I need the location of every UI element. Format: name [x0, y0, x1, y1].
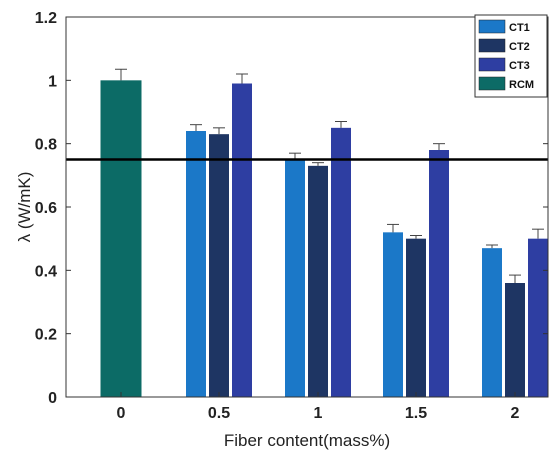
legend-label-ct1: CT1: [509, 22, 530, 34]
bar-rcm-0: [100, 80, 142, 397]
x-tick-label-2: 1: [314, 405, 323, 422]
y-tick-label-3: 0.6: [35, 200, 57, 217]
y-tick-label-6: 1.2: [35, 10, 57, 27]
legend-swatch-rcm: [478, 76, 506, 91]
bar-ct1-2: [482, 248, 502, 397]
y-tick-label-1: 0.2: [35, 327, 57, 344]
axes-group: 0 0.2 0.4 0.6 0.8 1 1.2 0 0.5 1 1.5 2: [35, 10, 549, 422]
legend-swatch-ct1: [478, 19, 506, 34]
plot-background: [66, 17, 548, 397]
bar-ct2-2: [505, 283, 525, 397]
bar-ct1-0.5: [186, 131, 206, 397]
x-tick-label-1: 0.5: [208, 405, 230, 422]
x-tick-label-3: 1.5: [405, 405, 427, 422]
legend: CT1 CT2 CT3 RCM: [474, 14, 548, 98]
bars-group: [66, 68, 548, 397]
legend-swatch-ct2: [478, 38, 506, 53]
bar-ct2-1: [308, 165, 328, 397]
y-tick-label-2: 0.4: [35, 263, 57, 280]
bar-ct3-1: [331, 127, 351, 397]
y-tick-label-5: 1: [48, 73, 57, 90]
legend-label-rcm: RCM: [509, 79, 534, 91]
y-axis-label: λ (W/mK): [15, 172, 34, 243]
x-tick-label-0: 0: [117, 405, 126, 422]
bar-ct3-1.5: [429, 150, 449, 397]
bar-ct3-2: [528, 238, 548, 397]
y-tick-label-0: 0: [48, 390, 57, 407]
bar-ct3-0.5: [232, 83, 252, 397]
bar-ct2-1.5: [406, 238, 426, 397]
legend-swatch-ct3: [478, 57, 506, 72]
x-tick-label-4: 2: [511, 405, 520, 422]
bar-ct1-1.5: [383, 232, 403, 397]
y-tick-label-4: 0.8: [35, 137, 57, 154]
bar-ct1-1: [285, 159, 305, 397]
plot-area: [66, 17, 548, 397]
legend-label-ct3: CT3: [509, 60, 530, 72]
legend-label-ct2: CT2: [509, 41, 530, 53]
x-axis-label: Fiber content(mass%): [224, 431, 390, 450]
bar-ct2-0.5: [209, 134, 229, 397]
